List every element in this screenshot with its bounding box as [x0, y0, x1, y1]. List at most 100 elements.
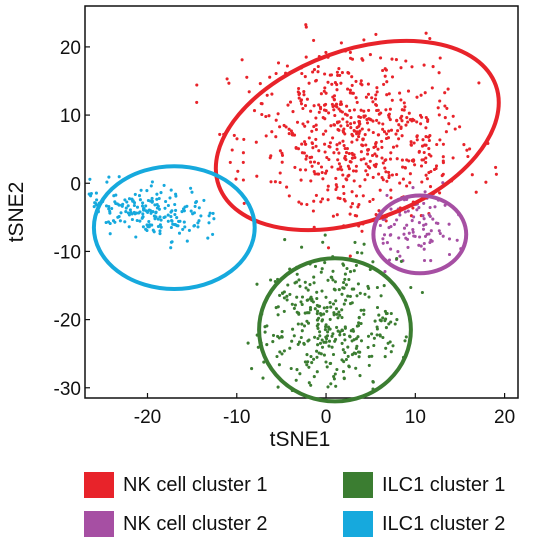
data-point [438, 231, 442, 236]
data-point [369, 118, 373, 122]
data-point [309, 109, 313, 113]
data-point [377, 121, 381, 125]
data-point [132, 203, 136, 208]
data-point [362, 109, 366, 113]
data-point [348, 294, 352, 298]
data-point [312, 68, 317, 72]
data-point [139, 188, 143, 192]
data-point [324, 171, 328, 175]
data-point [324, 50, 328, 54]
data-point [377, 133, 381, 137]
data-point [341, 286, 345, 290]
data-point [341, 117, 345, 121]
data-point [424, 173, 428, 177]
data-point [415, 208, 419, 212]
data-point [146, 198, 150, 203]
data-point [329, 382, 333, 386]
data-point [270, 92, 274, 96]
data-point [348, 254, 352, 258]
data-point [326, 188, 330, 192]
data-point [327, 157, 331, 162]
data-point [298, 284, 302, 288]
data-point [299, 102, 304, 106]
data-point [425, 177, 429, 181]
data-point [371, 197, 375, 201]
data-point [342, 332, 346, 337]
data-point [278, 125, 282, 129]
data-point [366, 82, 370, 86]
data-point [310, 164, 314, 168]
data-point [127, 225, 131, 229]
data-point [123, 198, 127, 202]
data-point [261, 376, 265, 380]
data-point [423, 234, 428, 238]
data-point [297, 96, 301, 100]
data-point [419, 164, 424, 168]
data-point [199, 214, 203, 218]
data-point [312, 275, 316, 279]
data-point [181, 227, 185, 231]
data-point [276, 385, 280, 389]
data-point [335, 147, 339, 151]
data-point [228, 160, 232, 164]
data-point [383, 355, 387, 359]
data-point [87, 192, 91, 196]
data-point [133, 192, 137, 196]
data-point [162, 183, 166, 187]
data-point [398, 181, 402, 185]
data-point [331, 269, 335, 273]
data-point [108, 211, 112, 215]
data-point [344, 151, 349, 155]
data-point [285, 64, 289, 68]
data-point [314, 116, 318, 120]
data-point [443, 104, 447, 108]
data-point [375, 90, 379, 94]
data-point [117, 175, 121, 179]
data-point [268, 75, 272, 79]
data-point [280, 160, 284, 164]
data-point [363, 133, 367, 137]
data-point [388, 157, 393, 161]
data-point [316, 64, 320, 69]
data-point [335, 312, 339, 316]
data-point [343, 350, 347, 355]
data-point [190, 190, 194, 194]
data-point [305, 97, 309, 101]
data-point [315, 312, 319, 316]
data-point [155, 197, 159, 201]
data-point [326, 325, 331, 329]
data-point [317, 103, 321, 107]
data-point [396, 129, 400, 133]
data-point [387, 129, 391, 133]
data-point [352, 269, 356, 273]
data-point [384, 108, 388, 112]
data-point [306, 288, 310, 292]
data-point [323, 261, 327, 265]
data-point [348, 88, 352, 92]
data-point [148, 223, 152, 227]
data-point [430, 86, 434, 90]
data-point [345, 266, 349, 271]
data-point [315, 290, 319, 294]
data-point [241, 151, 245, 155]
data-point [367, 355, 371, 359]
data-point [332, 123, 336, 127]
data-point [422, 201, 426, 205]
data-point [282, 309, 286, 313]
data-point [152, 214, 156, 218]
data-point [316, 336, 320, 341]
data-point [417, 149, 421, 153]
data-point [359, 79, 363, 83]
data-point [407, 111, 411, 115]
data-point [175, 224, 179, 228]
data-point [318, 105, 323, 109]
data-point [265, 343, 269, 347]
data-point [156, 204, 160, 208]
data-point [422, 63, 426, 67]
data-point [336, 128, 340, 132]
data-point [260, 102, 264, 106]
data-point [423, 91, 427, 95]
data-point [343, 272, 347, 276]
data-point [295, 295, 299, 299]
data-point [292, 306, 296, 310]
